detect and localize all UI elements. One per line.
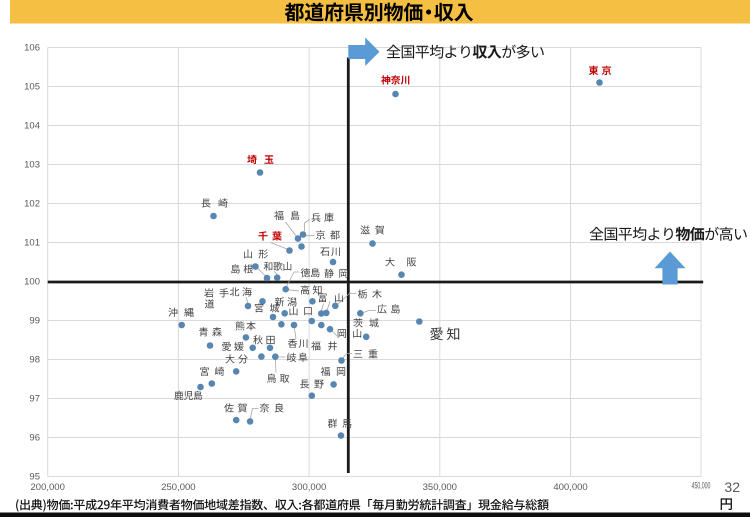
svg-text:200,000: 200,000 — [31, 482, 65, 493]
svg-text:96: 96 — [29, 433, 40, 444]
svg-text:450,000: 450,000 — [692, 480, 711, 491]
svg-text:103: 103 — [24, 160, 40, 171]
svg-text:106: 106 — [24, 43, 40, 54]
svg-text:98: 98 — [29, 355, 40, 366]
svg-text:300,000: 300,000 — [292, 482, 326, 493]
svg-text:102: 102 — [24, 199, 40, 210]
svg-text:99: 99 — [29, 316, 40, 327]
svg-text:95: 95 — [29, 472, 40, 483]
svg-text:104: 104 — [24, 121, 40, 132]
svg-text:100: 100 — [24, 277, 40, 288]
svg-text:32: 32 — [724, 479, 740, 495]
svg-text:105: 105 — [24, 82, 40, 93]
svg-text:250,000: 250,000 — [161, 482, 195, 493]
svg-text:350,000: 350,000 — [423, 482, 457, 493]
svg-text:400,000: 400,000 — [553, 482, 587, 493]
svg-text:101: 101 — [24, 238, 40, 249]
svg-text:97: 97 — [29, 394, 40, 405]
